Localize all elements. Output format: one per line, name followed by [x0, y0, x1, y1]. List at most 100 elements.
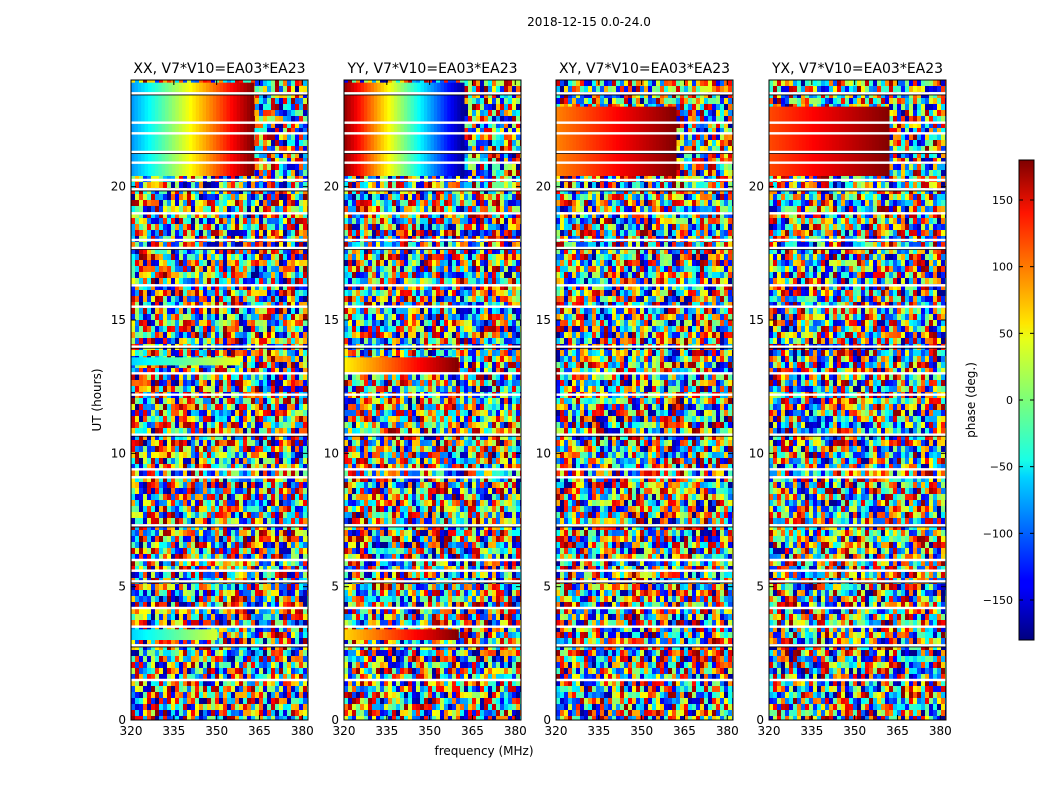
- noise-cell: [191, 470, 195, 476]
- noise-cell: [211, 566, 215, 572]
- noise-cell: [135, 350, 139, 356]
- noise-cell: [231, 572, 235, 578]
- noise-cell: [247, 332, 251, 338]
- noise-cell: [167, 608, 171, 614]
- noise-cell: [139, 464, 143, 470]
- noise-cell: [215, 530, 219, 536]
- noise-cell: [191, 278, 195, 284]
- noise-cell: [275, 224, 279, 230]
- noise-cell: [263, 494, 267, 500]
- noise-cell: [147, 542, 151, 548]
- noise-cell: [279, 362, 283, 368]
- noise-cell: [199, 350, 203, 356]
- noise-cell: [135, 710, 139, 716]
- noise-cell: [139, 200, 143, 206]
- noise-cell: [287, 122, 291, 128]
- noise-cell: [255, 446, 259, 452]
- noise-cell: [291, 296, 295, 302]
- noise-cell: [279, 260, 283, 266]
- noise-cell: [191, 446, 195, 452]
- noise-cell: [271, 572, 275, 578]
- noise-cell: [211, 212, 215, 218]
- noise-cell: [231, 326, 235, 332]
- noise-cell: [263, 398, 267, 404]
- noise-cell: [183, 242, 187, 248]
- noise-cell: [183, 206, 187, 212]
- noise-cell: [299, 212, 303, 218]
- noise-cell: [267, 590, 271, 596]
- noise-cell: [267, 128, 271, 134]
- noise-cell: [267, 80, 271, 86]
- noise-cell: [287, 506, 291, 512]
- noise-cell: [255, 422, 259, 428]
- noise-cell: [191, 326, 195, 332]
- noise-cell: [291, 464, 295, 470]
- noise-cell: [155, 224, 159, 230]
- coherent-band-cell: [218, 357, 223, 366]
- noise-cell: [167, 704, 171, 710]
- noise-cell: [187, 422, 191, 428]
- noise-cell: [199, 326, 203, 332]
- noise-cell: [155, 464, 159, 470]
- noise-cell: [291, 530, 295, 536]
- noise-cell: [215, 260, 219, 266]
- noise-cell: [255, 164, 259, 170]
- noise-cell: [223, 206, 227, 212]
- noise-cell: [215, 254, 219, 260]
- coherent-band-cell: [214, 629, 218, 640]
- noise-cell: [235, 224, 239, 230]
- noise-cell: [291, 704, 295, 710]
- noise-cell: [239, 686, 243, 692]
- noise-cell: [147, 368, 151, 374]
- noise-cell: [159, 290, 163, 296]
- noise-cell: [183, 674, 187, 680]
- noise-cell: [267, 650, 271, 656]
- noise-cell: [247, 506, 251, 512]
- noise-cell: [283, 614, 287, 620]
- noise-cell: [159, 428, 163, 434]
- noise-cell: [287, 530, 291, 536]
- noise-cell: [235, 686, 239, 692]
- noise-cell: [175, 650, 179, 656]
- noise-cell: [163, 692, 167, 698]
- noise-cell: [263, 500, 267, 506]
- noise-cell: [267, 710, 271, 716]
- noise-cell: [247, 656, 251, 662]
- noise-cell: [211, 284, 215, 290]
- noise-cell: [287, 650, 291, 656]
- noise-cell: [191, 440, 195, 446]
- noise-cell: [223, 224, 227, 230]
- noise-cell: [291, 362, 295, 368]
- noise-cell: [179, 452, 183, 458]
- noise-cell: [243, 356, 247, 362]
- noise-cell: [267, 566, 271, 572]
- noise-cell: [275, 116, 279, 122]
- noise-cell: [215, 182, 219, 188]
- noise-cell: [259, 248, 263, 254]
- noise-cell: [163, 506, 167, 512]
- noise-cell: [167, 602, 171, 608]
- noise-cell: [259, 506, 263, 512]
- noise-cell: [151, 314, 155, 320]
- noise-cell: [187, 290, 191, 296]
- noise-cell: [159, 284, 163, 290]
- noise-cell: [267, 554, 271, 560]
- noise-cell: [247, 326, 251, 332]
- noise-cell: [183, 308, 187, 314]
- noise-cell: [207, 326, 211, 332]
- noise-cell: [215, 620, 219, 626]
- noise-cell: [275, 182, 279, 188]
- noise-cell: [155, 230, 159, 236]
- noise-cell: [279, 632, 283, 638]
- noise-cell: [271, 104, 275, 110]
- noise-cell: [243, 218, 247, 224]
- noise-cell: [179, 686, 183, 692]
- noise-cell: [283, 572, 287, 578]
- noise-cell: [287, 428, 291, 434]
- noise-cell: [303, 362, 307, 368]
- noise-cell: [303, 212, 307, 218]
- noise-cell: [283, 200, 287, 206]
- noise-cell: [239, 452, 243, 458]
- noise-cell: [139, 536, 143, 542]
- noise-cell: [259, 140, 263, 146]
